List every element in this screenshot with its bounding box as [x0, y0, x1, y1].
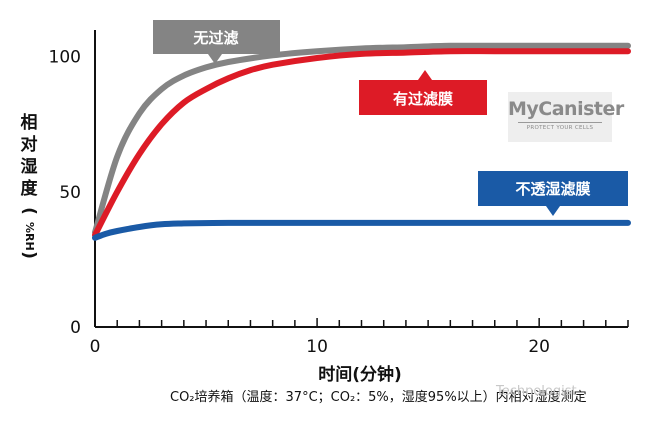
y-axis-title-char: (: [19, 207, 39, 215]
x-tick-label: 10: [306, 337, 328, 357]
callout-with-filter-box: [359, 80, 487, 115]
ticks: 0 10 20 0 50 100: [49, 48, 629, 357]
brand-name: MyCanister: [508, 98, 624, 120]
y-axis-title-char: ): [19, 251, 39, 259]
x-axis-title: 时间(分钟): [318, 364, 402, 385]
callout-with-filter-label: 有过滤膜: [393, 90, 453, 108]
y-axis-title-char: 湿: [20, 157, 38, 177]
x-tick-label: 20: [528, 337, 550, 357]
y-axis-title: 相 对 湿 度 ( %RH ): [18, 112, 40, 266]
watermark: Technologist: [496, 384, 577, 399]
callout-impermeable-label: 不透湿滤膜: [515, 180, 590, 198]
callout-no-filter-box: [153, 20, 280, 54]
series-with-filter: [92, 48, 631, 239]
series-impermeable: [92, 219, 631, 241]
y-tick-label: 0: [70, 318, 81, 338]
y-axis-title-char: 相: [20, 113, 38, 133]
figure-caption: CO₂培养箱（温度：37°C；CO₂：5%，湿度95%以上）内相对湿度测定: [170, 390, 587, 405]
x-tick-label: 0: [90, 337, 101, 357]
y-tick-label: 50: [59, 183, 81, 203]
y-axis-title-unit: %RH: [23, 222, 36, 251]
callout-impermeable-box: [478, 171, 628, 206]
y-axis-title-char: 对: [20, 135, 38, 155]
y-axis-title-char: 度: [20, 179, 38, 199]
callout-impermeable-pointer: [546, 206, 560, 216]
callout-no-filter-pointer: [208, 54, 222, 64]
series-no-filter: [92, 42, 631, 236]
y-tick-label: 100: [49, 48, 81, 68]
callout-with-filter: 有过滤膜: [359, 70, 487, 115]
brand-tagline: PROTECT YOUR CELLS: [518, 122, 602, 131]
callout-no-filter: 无过滤: [153, 20, 280, 64]
callout-with-filter-pointer: [418, 70, 432, 80]
callout-impermeable: 不透湿滤膜: [478, 171, 628, 216]
brand-logo: MyCanister PROTECT YOUR CELLS: [508, 92, 624, 142]
series-layer: [92, 42, 631, 241]
callout-no-filter-label: 无过滤: [192, 29, 238, 47]
